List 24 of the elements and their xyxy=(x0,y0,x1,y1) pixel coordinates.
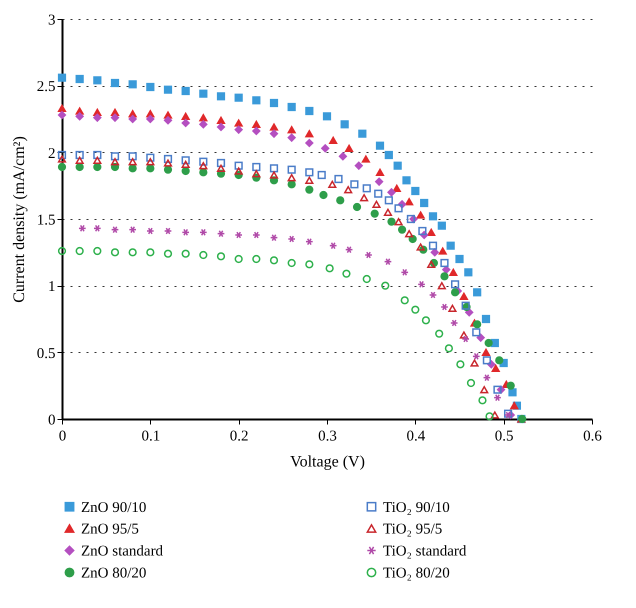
x-tick-label: 0.3 xyxy=(318,428,337,444)
legend-label: ZnO 80/20 xyxy=(81,566,146,582)
legend-label: TiO₂ standard xyxy=(383,544,467,560)
legend-label: TiO₂ 80/20 xyxy=(383,566,450,582)
x-tick-label: 0.1 xyxy=(141,428,160,444)
y-tick-label: 1.5 xyxy=(36,212,56,228)
x-axis-title: Voltage (V) xyxy=(290,454,365,470)
y-tick-label: 0 xyxy=(48,412,56,428)
legend-label: TiO₂ 90/10 xyxy=(383,500,450,516)
legend-label: ZnO 95/5 xyxy=(81,522,139,538)
y-tick-label: 3 xyxy=(48,12,56,28)
x-tick-label: 0.5 xyxy=(494,428,514,444)
y-tick-label: 1 xyxy=(48,279,56,296)
legend-label: ZnO standard xyxy=(81,544,164,560)
y-axis-title: Current density (mA/cm²) xyxy=(10,136,28,303)
legend-label: TiO₂ 95/5 xyxy=(383,522,442,538)
legend-label: ZnO 90/10 xyxy=(81,500,146,516)
y-tick-label: 2 xyxy=(48,146,56,162)
x-tick-label: 0 xyxy=(58,428,66,444)
y-tick-label: 2.5 xyxy=(36,79,56,96)
x-tick-label: 0.2 xyxy=(230,428,249,444)
y-tick-label: 0.5 xyxy=(36,346,56,362)
x-tick-label: 0.6 xyxy=(583,428,602,444)
x-tick-label: 0.4 xyxy=(406,428,426,444)
